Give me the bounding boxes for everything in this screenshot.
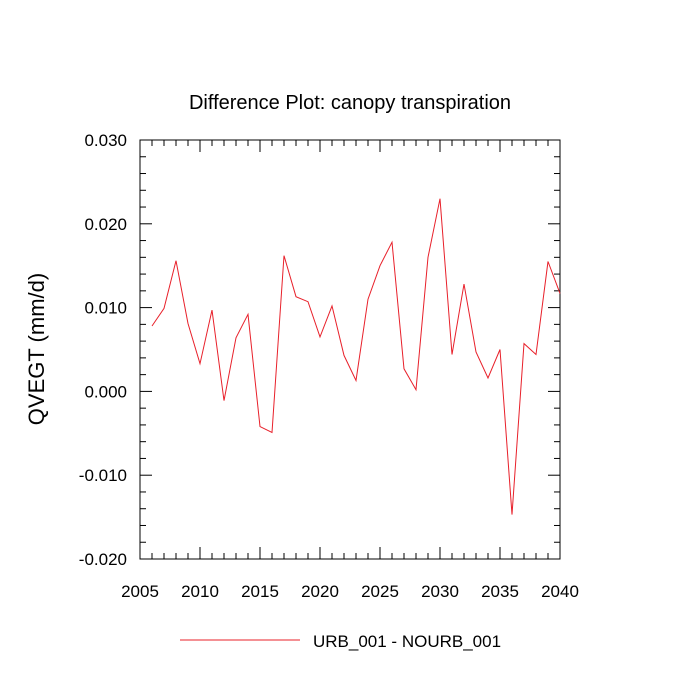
y-axis-label: QVEGT (mm/d) <box>24 273 49 425</box>
legend-label: URB_001 - NOURB_001 <box>313 632 501 651</box>
x-tick-label: 2020 <box>301 582 339 601</box>
x-tick-label: 2010 <box>181 582 219 601</box>
x-tick-label: 2025 <box>361 582 399 601</box>
y-tick-label: 0.000 <box>84 382 127 401</box>
chart-title: Difference Plot: canopy transpiration <box>189 92 511 114</box>
y-tick-label: 0.030 <box>84 131 127 150</box>
plot-frame <box>139 139 561 560</box>
plot-area: 2005 2010 2015 2020 2025 2030 2035 2040 -0.020 -0… <box>79 131 579 601</box>
legend: URB_001 - NOURB_001 <box>180 632 501 651</box>
series-line <box>151 198 561 515</box>
x-tick-label: 2015 <box>241 582 279 601</box>
x-tick-label: 2005 <box>121 582 159 601</box>
y-tick-label: -0.020 <box>79 550 127 569</box>
x-tick-label: 2040 <box>541 582 579 601</box>
y-tick-label: 0.020 <box>84 215 127 234</box>
y-tick-label: -0.010 <box>79 466 127 485</box>
x-tick-label: 2035 <box>481 582 519 601</box>
x-tick-label: 2030 <box>421 582 459 601</box>
y-tick-label: 0.010 <box>84 299 127 318</box>
